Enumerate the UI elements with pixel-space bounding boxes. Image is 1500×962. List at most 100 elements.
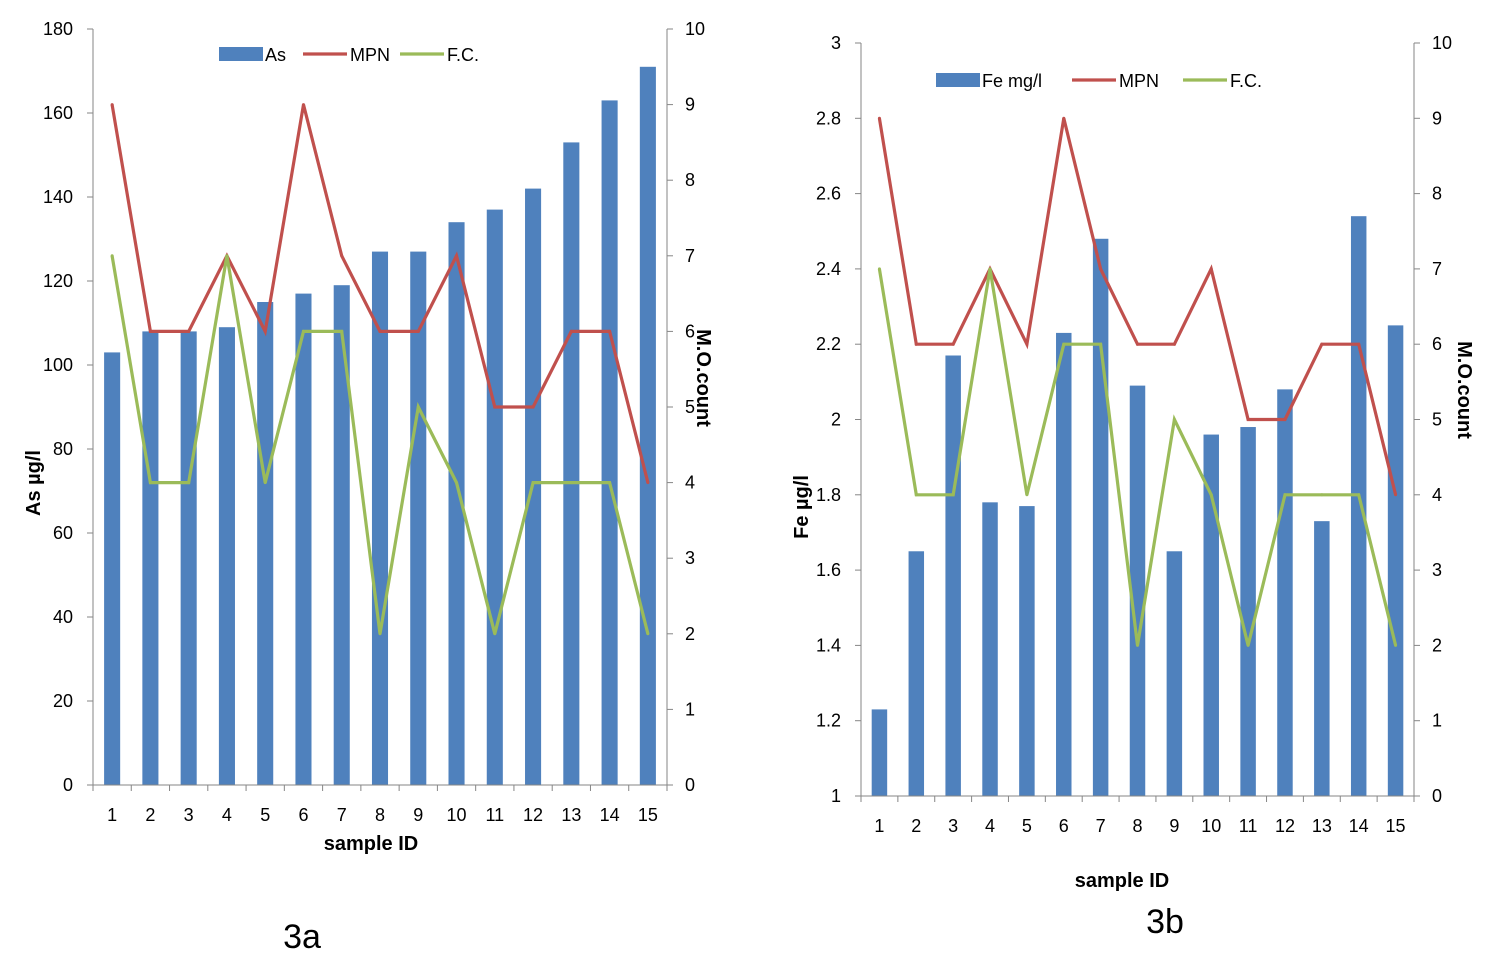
series-point — [914, 493, 918, 497]
y-tick-label-right: 6 — [1432, 334, 1442, 354]
y-tick-label-left: 2.8 — [816, 108, 841, 128]
y-tick-label-right: 0 — [685, 775, 695, 795]
series-point — [1394, 493, 1398, 497]
series-point — [148, 329, 152, 333]
series-point — [1209, 493, 1213, 497]
series-point — [455, 481, 459, 485]
bar — [1240, 427, 1256, 796]
y-tick-label-right: 7 — [1432, 259, 1442, 279]
x-tick-label: 13 — [561, 805, 581, 825]
bar — [1350, 216, 1367, 796]
series-point — [1062, 116, 1066, 120]
series-point — [1099, 342, 1103, 346]
series-point — [493, 632, 497, 636]
y-tick-label-left: 2 — [831, 410, 841, 430]
series-point — [877, 267, 881, 271]
bar — [945, 355, 961, 796]
y-axis-left-title: Fe µg/l — [791, 475, 813, 539]
y-tick-label-right: 4 — [1432, 485, 1442, 505]
series-point — [569, 329, 573, 333]
series-point — [1394, 643, 1398, 647]
series-point — [1283, 493, 1287, 497]
series-point — [608, 329, 612, 333]
series-point — [416, 329, 420, 333]
legend-label: As — [265, 45, 286, 65]
series-point — [340, 329, 344, 333]
x-tick-label: 14 — [600, 805, 620, 825]
series-point — [1320, 493, 1324, 497]
series-point — [608, 481, 612, 485]
bar — [1092, 238, 1109, 796]
y-tick-label-left: 1 — [831, 786, 841, 806]
x-tick-label: 10 — [447, 805, 467, 825]
series-point — [263, 481, 267, 485]
y-tick-label-left: 1.6 — [816, 560, 841, 580]
series-point — [1246, 643, 1250, 647]
series-point — [988, 267, 992, 271]
bar — [410, 251, 427, 786]
series-point — [301, 329, 305, 333]
x-tick-label: 10 — [1201, 816, 1221, 836]
bar — [371, 251, 389, 786]
y-tick-label-left: 20 — [53, 691, 73, 711]
x-tick-label: 9 — [413, 805, 423, 825]
x-tick-label: 6 — [1059, 816, 1069, 836]
bar — [871, 709, 888, 796]
y-tick-label-left: 60 — [53, 523, 73, 543]
bar — [1277, 389, 1293, 796]
bar — [218, 327, 235, 785]
legend-swatch — [936, 73, 980, 87]
y-tick-label-left: 1.4 — [816, 635, 841, 655]
x-tick-label: 7 — [337, 805, 347, 825]
y-tick-label-right: 7 — [685, 246, 695, 266]
chart-panel-3b: 3b sample ID Fe µg/l M.O.count 1 1.2 1.4 1.… — [791, 33, 1475, 941]
panel-label: 3a — [283, 918, 321, 956]
y-axis-right-title: M.O.count — [1453, 341, 1475, 439]
x-tick-label: 5 — [1022, 816, 1032, 836]
bar — [486, 209, 503, 786]
y-tick-label-left: 100 — [43, 355, 73, 375]
x-tick-label: 3 — [948, 816, 958, 836]
series-point — [1062, 342, 1066, 346]
y-tick-label-right: 5 — [1432, 410, 1442, 430]
y-axis-right-title: M.O.count — [692, 329, 714, 427]
panel-label: 3b — [1146, 903, 1184, 941]
y-tick-label-left: 180 — [43, 19, 73, 39]
x-tick-label: 13 — [1312, 816, 1332, 836]
bar — [1203, 434, 1219, 796]
bar — [1387, 325, 1404, 796]
y-tick-label-left: 80 — [53, 439, 73, 459]
chart-panel-3a: 3a sample ID As µg/l M.O.count 020406080… — [23, 19, 714, 956]
series-point — [187, 481, 191, 485]
series-point — [531, 481, 535, 485]
series-point — [301, 103, 305, 107]
x-tick-label: 15 — [1386, 816, 1406, 836]
bar — [982, 502, 998, 796]
legend-label: MPN — [350, 45, 390, 65]
series-point — [914, 342, 918, 346]
bar — [639, 66, 656, 786]
y-tick-label-right: 9 — [685, 95, 695, 115]
x-tick-label: 5 — [260, 805, 270, 825]
y-tick-label-right: 4 — [685, 473, 695, 493]
series-point — [569, 481, 573, 485]
series-point — [225, 254, 229, 258]
series-point — [110, 103, 114, 107]
bar — [257, 302, 274, 785]
legend-label: F.C. — [1230, 71, 1262, 91]
series-point — [877, 116, 881, 120]
x-tick-label: 14 — [1349, 816, 1369, 836]
y-tick-label-right: 6 — [685, 321, 695, 341]
bar — [180, 331, 197, 785]
series-point — [416, 405, 420, 409]
series-point — [340, 254, 344, 258]
y-tick-label-right: 8 — [685, 170, 695, 190]
series-point — [1136, 643, 1139, 647]
series-point — [951, 342, 955, 346]
bar — [908, 551, 925, 796]
x-tick-label: 4 — [222, 805, 232, 825]
y-tick-label-left: 140 — [43, 187, 73, 207]
bar — [448, 222, 465, 785]
y-tick-label-right: 2 — [1432, 635, 1442, 655]
